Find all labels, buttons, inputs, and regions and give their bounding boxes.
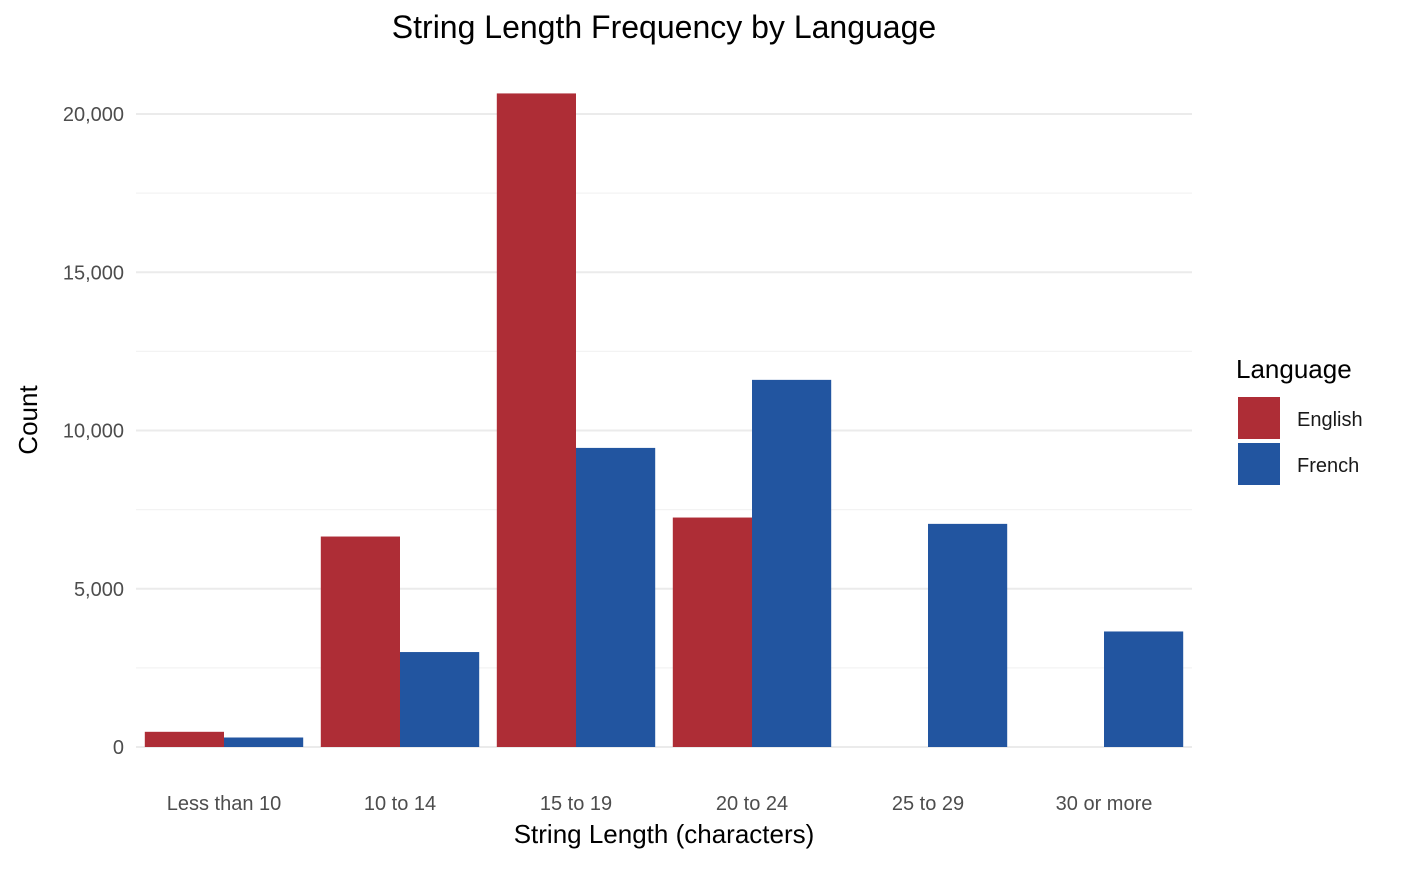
- y-tick-label: 10,000: [63, 421, 124, 443]
- bars: [144, 93, 1184, 748]
- bar-french: [752, 379, 832, 747]
- legend-swatch-french: [1238, 443, 1280, 485]
- bar-english: [672, 517, 752, 747]
- legend-swatch-english: [1238, 397, 1280, 439]
- chart-title: String Length Frequency by Language: [392, 9, 936, 45]
- bar-french: [224, 737, 304, 747]
- y-tick-label: 15,000: [63, 262, 124, 284]
- bar-french: [576, 447, 656, 747]
- y-tick-label: 5,000: [74, 579, 124, 601]
- x-tick-label: 25 to 29: [892, 793, 964, 815]
- x-tick-label: 15 to 19: [540, 793, 612, 815]
- bar-french: [400, 652, 480, 747]
- bar-french: [1104, 631, 1184, 747]
- bar-english: [496, 93, 576, 748]
- x-axis-ticks: Less than 10 10 to 14 15 to 19 20 to 24 25 t…: [167, 793, 1153, 815]
- bar-english: [144, 731, 224, 747]
- x-axis-title: String Length (characters): [514, 819, 815, 849]
- gridlines: [136, 113, 1192, 748]
- y-axis-title: Count: [13, 385, 43, 455]
- y-axis-ticks: 0 5,000 10,000 15,000 20,000: [63, 104, 124, 759]
- legend: Language English French: [1236, 354, 1363, 485]
- x-tick-label: Less than 10: [167, 793, 282, 815]
- bar-french: [928, 523, 1008, 747]
- y-tick-label: 0: [113, 737, 124, 759]
- x-tick-label: 30 or more: [1056, 793, 1153, 815]
- x-tick-label: 20 to 24: [716, 793, 788, 815]
- legend-title: Language: [1236, 354, 1352, 384]
- legend-label-english: English: [1297, 409, 1363, 431]
- bar-english: [320, 536, 400, 747]
- x-tick-label: 10 to 14: [364, 793, 436, 815]
- y-tick-label: 20,000: [63, 104, 124, 126]
- legend-label-french: French: [1297, 455, 1359, 477]
